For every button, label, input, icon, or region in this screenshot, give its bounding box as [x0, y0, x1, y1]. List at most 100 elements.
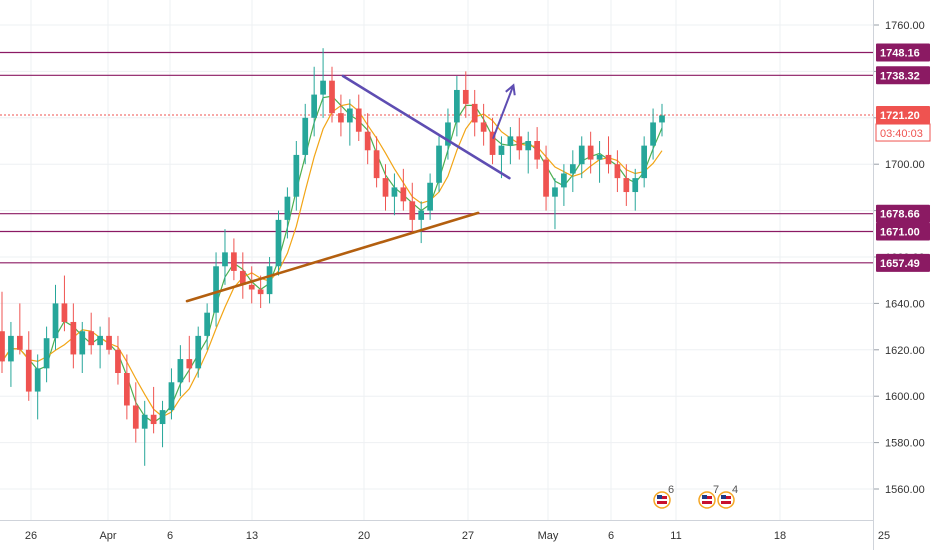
level-price-tag-box — [876, 43, 930, 62]
level-price-tag[interactable]: 1678.66 — [876, 204, 930, 223]
candle-body — [97, 335, 103, 346]
x-axis-ticks[interactable]: 26 Apr 6 13 20 27 May 6 11 18 25 — [25, 530, 890, 542]
candle-body — [596, 154, 603, 160]
x-tick-label: 6 — [608, 530, 614, 542]
candle-body — [239, 270, 246, 285]
candle-body — [382, 178, 389, 197]
current-price-tag-label: 1721.20 — [880, 110, 920, 122]
candle-body — [659, 115, 665, 123]
candle-body — [52, 303, 59, 339]
candle-body — [106, 335, 112, 350]
candle-body — [257, 289, 264, 295]
level-price-tag-box — [876, 66, 930, 85]
candle-body — [266, 266, 273, 295]
candle-body — [587, 145, 594, 160]
candle-body — [614, 164, 621, 179]
level-price-tag-label: 1671.00 — [880, 226, 920, 238]
x-tick-label: May — [538, 530, 559, 542]
candlesticks — [0, 48, 665, 466]
x-tick-label: 13 — [246, 530, 258, 542]
candle-body — [427, 182, 433, 211]
candle-body — [43, 338, 50, 369]
trendlines — [185, 74, 516, 303]
candle-body — [650, 122, 656, 146]
trendline-ascending-support[interactable] — [185, 211, 480, 303]
candle-body — [88, 331, 95, 346]
level-price-tag[interactable]: 1738.32 — [876, 66, 930, 85]
x-tick-label: Apr — [99, 530, 116, 542]
candle-body — [115, 349, 121, 373]
countdown-tag: 03:40:03 — [875, 123, 931, 142]
y-tick-label: 1640.00 — [885, 298, 925, 310]
forecast-arrow-shaft[interactable] — [492, 84, 515, 140]
candle-body — [302, 117, 309, 155]
level-price-tag-label: 1738.32 — [880, 70, 920, 82]
event-badge[interactable]: 6 — [653, 484, 674, 509]
candle-body — [248, 284, 255, 290]
candle-body — [391, 187, 398, 197]
x-tick-label: 25 — [878, 530, 890, 542]
candle-body — [25, 349, 32, 392]
x-tick-label: 11 — [670, 530, 681, 542]
forecast-arrow-head — [505, 83, 516, 96]
candle-body — [498, 145, 505, 155]
event-badge-count: 7 — [713, 484, 719, 496]
candle-body — [373, 150, 380, 179]
candle-body — [284, 196, 291, 220]
candle-body — [329, 80, 335, 114]
candle-body — [150, 414, 157, 425]
candle-body — [293, 154, 300, 197]
candle-body — [436, 145, 442, 183]
level-price-tag[interactable]: 1671.00 — [876, 222, 930, 241]
flag-stripe — [657, 501, 667, 504]
flag-canton — [702, 495, 707, 499]
candle-body — [34, 368, 41, 392]
countdown-box — [875, 123, 931, 142]
flag-stripe — [702, 501, 712, 504]
level-price-tag[interactable]: 1657.49 — [876, 253, 930, 272]
candle-body — [480, 122, 487, 132]
x-tick-label: 27 — [462, 530, 474, 542]
current-price-tag-box — [876, 106, 930, 125]
event-badge[interactable]: 4 — [717, 484, 738, 509]
candle-body — [275, 219, 282, 267]
x-tick-label: 26 — [25, 530, 37, 542]
candle-body — [186, 359, 193, 369]
current-price-tag[interactable]: 1721.20 — [876, 106, 930, 125]
x-tick-label: 18 — [774, 530, 786, 542]
y-tick-label: 1560.00 — [885, 484, 925, 496]
candle-body — [70, 321, 77, 355]
event-badges: 6 7 4 — [653, 484, 738, 509]
trendline-descending-resistance[interactable] — [341, 74, 511, 180]
candle-body — [311, 94, 318, 118]
level-price-tag-label: 1678.66 — [880, 209, 920, 221]
x-tick-label: 20 — [358, 530, 370, 542]
candle-body — [552, 187, 558, 197]
candle-body — [605, 154, 612, 165]
candle-body — [159, 410, 166, 425]
price-axis[interactable] — [874, 0, 932, 550]
level-price-tag-box — [876, 222, 930, 241]
candle-body — [141, 414, 148, 429]
candle-body — [418, 210, 425, 220]
candle-body — [204, 312, 210, 336]
candle-body — [489, 131, 496, 155]
event-badge[interactable]: 7 — [698, 484, 719, 509]
candle-body — [222, 252, 228, 267]
candle-body — [525, 141, 532, 151]
y-tick-label: 1700.00 — [885, 159, 925, 171]
level-price-tag[interactable]: 1748.16 — [876, 43, 930, 62]
candle-body — [231, 252, 237, 271]
candle-body — [471, 103, 478, 123]
y-tick-label: 1580.00 — [885, 438, 925, 450]
candle-body — [516, 136, 523, 151]
candle-body — [168, 382, 175, 411]
flag-canton — [657, 495, 662, 499]
countdown-label: 03:40:03 — [880, 128, 923, 140]
candle-body — [400, 187, 407, 202]
candle-body — [569, 164, 576, 174]
candle-body — [124, 373, 130, 406]
candle-body — [79, 331, 86, 355]
flag-stripe — [721, 501, 731, 504]
